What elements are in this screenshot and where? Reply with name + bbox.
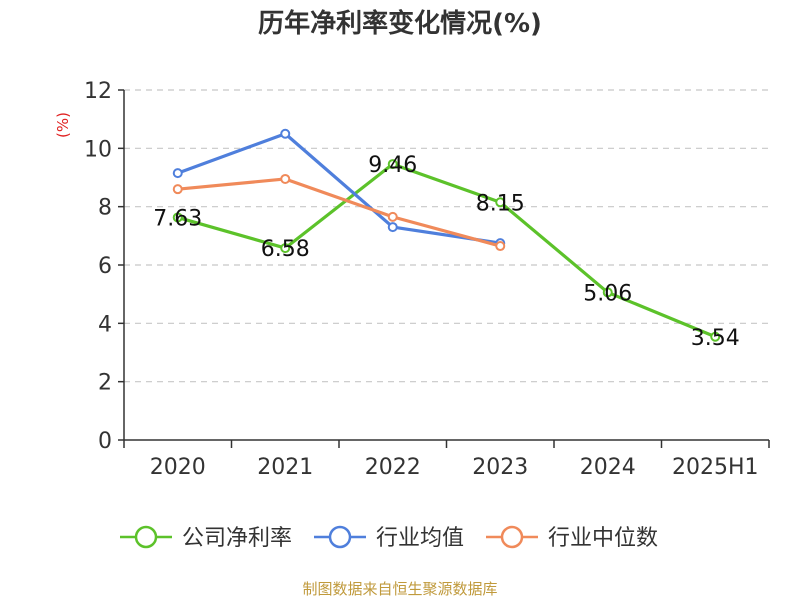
series-group	[172, 128, 721, 342]
y-tick-label: 10	[84, 137, 112, 162]
data-point	[602, 287, 613, 298]
series-line-1	[177, 162, 716, 339]
chart-title: 历年净利率变化情况(%)	[258, 8, 542, 39]
y-tick-label: 2	[98, 371, 112, 396]
legend-label: 行业中位数	[548, 526, 658, 551]
series-line-2	[177, 132, 501, 245]
data-point	[172, 184, 183, 195]
legend-swatch-marker	[500, 525, 524, 549]
data-labels: 7.63 6.58 9.46 8.15 5.06 3.54	[153, 153, 739, 351]
legend: 公司净利率 行业均值 行业中位数	[120, 525, 658, 551]
legend-swatch-marker	[328, 525, 352, 549]
x-tick-label: 2020	[150, 455, 206, 480]
y-tick-label: 6	[98, 254, 112, 279]
data-point	[387, 159, 398, 170]
data-label: 8.15	[476, 191, 525, 216]
data-point	[387, 222, 398, 233]
data-label: 3.54	[691, 326, 740, 351]
data-label: 6.58	[261, 237, 310, 262]
legend-label: 行业均值	[376, 526, 464, 551]
data-point	[495, 197, 506, 208]
y-tick-label: 12	[84, 79, 112, 104]
data-point	[387, 211, 398, 222]
data-point	[495, 241, 506, 252]
legend-label: 公司净利率	[182, 526, 292, 551]
data-point	[710, 331, 721, 342]
data-point	[280, 128, 291, 139]
data-point	[172, 168, 183, 179]
axes: 0 2 4 6 8 10 12 2020 2021 2022 2023 2024 2025H1	[84, 79, 770, 480]
y-tick-label: 4	[98, 312, 112, 337]
x-tick-label: 2022	[365, 455, 421, 480]
data-point	[280, 243, 291, 254]
legend-swatch-marker	[134, 525, 158, 549]
data-point	[172, 212, 183, 223]
data-point	[280, 173, 291, 184]
x-tick-label: 2021	[257, 455, 313, 480]
y-axis-unit-label: (%)	[54, 112, 72, 138]
grid-lines	[124, 89, 769, 383]
series-line-3	[177, 177, 501, 248]
y-tick-label: 8	[98, 196, 112, 221]
x-tick-label: 2025H1	[672, 455, 759, 480]
x-tick-label: 2024	[580, 455, 636, 480]
data-label: 5.06	[583, 281, 632, 306]
y-tick-label: 0	[98, 429, 112, 454]
x-tick-label: 2023	[472, 455, 528, 480]
source-note: 制图数据来自恒生聚源数据库	[302, 580, 497, 598]
data-label: 7.63	[153, 206, 202, 231]
data-label: 9.46	[368, 153, 417, 178]
